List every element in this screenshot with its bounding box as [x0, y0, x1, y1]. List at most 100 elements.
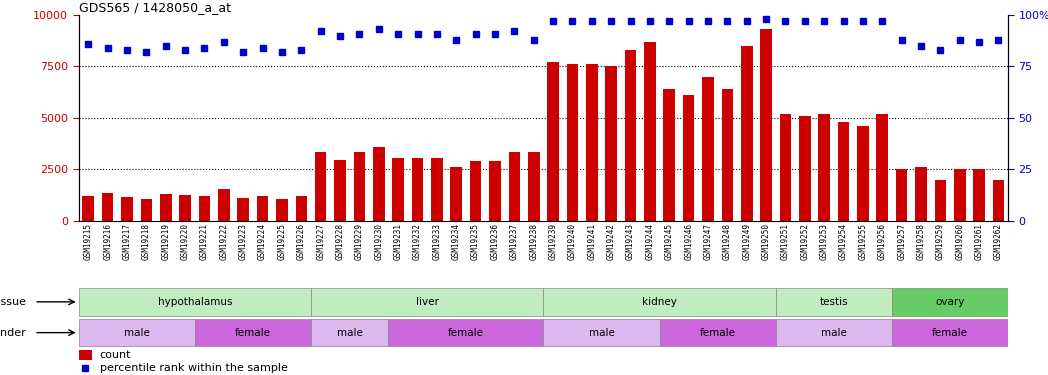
Text: male: male: [336, 328, 363, 338]
Bar: [586, 64, 597, 221]
Text: GSM19261: GSM19261: [975, 223, 984, 260]
Bar: [857, 126, 869, 221]
Bar: [257, 196, 268, 221]
Text: GSM19234: GSM19234: [452, 223, 461, 260]
Bar: [876, 114, 888, 221]
Text: liver: liver: [416, 297, 439, 307]
Text: GSM19235: GSM19235: [472, 223, 480, 260]
Bar: [567, 64, 578, 221]
Bar: [663, 89, 675, 221]
Text: GSM19260: GSM19260: [956, 223, 964, 260]
Bar: [543, 288, 776, 316]
Bar: [392, 158, 403, 221]
Text: tissue: tissue: [0, 297, 26, 307]
Bar: [122, 197, 133, 221]
Text: GSM19226: GSM19226: [297, 223, 306, 260]
Bar: [199, 196, 211, 221]
Text: GSM19253: GSM19253: [820, 223, 829, 260]
Bar: [892, 288, 1008, 316]
Bar: [373, 147, 385, 221]
Text: GSM19221: GSM19221: [200, 223, 209, 260]
Bar: [625, 50, 636, 221]
Bar: [160, 194, 172, 221]
Text: count: count: [100, 350, 131, 360]
Text: GSM19246: GSM19246: [684, 223, 693, 260]
Bar: [412, 158, 423, 221]
Text: male: male: [821, 328, 847, 338]
Bar: [780, 114, 791, 221]
Text: GSM19228: GSM19228: [335, 223, 345, 260]
Bar: [179, 195, 191, 221]
Bar: [837, 122, 849, 221]
Text: GSM19250: GSM19250: [762, 223, 770, 260]
Bar: [451, 167, 462, 221]
Text: GSM19215: GSM19215: [84, 223, 93, 260]
Bar: [645, 42, 656, 221]
Text: hypothalamus: hypothalamus: [157, 297, 232, 307]
Text: GSM19247: GSM19247: [703, 223, 713, 260]
Bar: [470, 161, 481, 221]
Text: GSM19237: GSM19237: [509, 223, 519, 260]
Text: gender: gender: [0, 328, 26, 338]
Text: GSM19224: GSM19224: [258, 223, 267, 260]
Bar: [389, 319, 543, 346]
Text: GSM19249: GSM19249: [742, 223, 751, 260]
Bar: [547, 62, 559, 221]
Bar: [296, 196, 307, 221]
Text: GSM19220: GSM19220: [180, 223, 190, 260]
Bar: [543, 319, 659, 346]
Text: GSM19222: GSM19222: [219, 223, 228, 260]
Text: GSM19257: GSM19257: [897, 223, 907, 260]
Bar: [311, 319, 389, 346]
Text: GSM19231: GSM19231: [394, 223, 402, 260]
Text: kidney: kidney: [642, 297, 677, 307]
Bar: [83, 196, 94, 221]
Bar: [79, 319, 195, 346]
Bar: [334, 160, 346, 221]
Bar: [606, 66, 617, 221]
Bar: [659, 319, 776, 346]
Text: GDS565 / 1428050_a_at: GDS565 / 1428050_a_at: [79, 1, 231, 14]
Bar: [238, 198, 249, 221]
Bar: [79, 288, 311, 316]
Text: testis: testis: [820, 297, 848, 307]
Bar: [818, 114, 830, 221]
Text: GSM19256: GSM19256: [878, 223, 887, 260]
Text: GSM19216: GSM19216: [103, 223, 112, 260]
Bar: [489, 161, 501, 221]
Text: female: female: [700, 328, 736, 338]
Text: GSM19232: GSM19232: [413, 223, 422, 260]
Bar: [935, 180, 946, 221]
Bar: [79, 350, 91, 360]
Text: GSM19230: GSM19230: [374, 223, 384, 260]
Bar: [102, 193, 113, 221]
Bar: [195, 319, 311, 346]
Bar: [776, 288, 892, 316]
Text: male: male: [124, 328, 150, 338]
Bar: [314, 152, 327, 221]
Bar: [760, 29, 772, 221]
Bar: [683, 95, 695, 221]
Bar: [974, 170, 985, 221]
Text: female: female: [447, 328, 484, 338]
Text: GSM19258: GSM19258: [917, 223, 925, 260]
Text: ovary: ovary: [936, 297, 965, 307]
Text: GSM19229: GSM19229: [355, 223, 364, 260]
Text: GSM19240: GSM19240: [568, 223, 577, 260]
Bar: [892, 319, 1008, 346]
Bar: [353, 152, 365, 221]
Bar: [799, 116, 811, 221]
Bar: [954, 170, 965, 221]
Text: GSM19254: GSM19254: [839, 223, 848, 260]
Text: GSM19223: GSM19223: [239, 223, 247, 260]
Bar: [218, 189, 230, 221]
Text: GSM19219: GSM19219: [161, 223, 170, 260]
Text: GSM19233: GSM19233: [433, 223, 441, 260]
Bar: [915, 167, 926, 221]
Text: female: female: [932, 328, 968, 338]
Bar: [528, 152, 540, 221]
Text: GSM19238: GSM19238: [529, 223, 539, 260]
Bar: [776, 319, 892, 346]
Bar: [896, 170, 908, 221]
Bar: [508, 152, 520, 221]
